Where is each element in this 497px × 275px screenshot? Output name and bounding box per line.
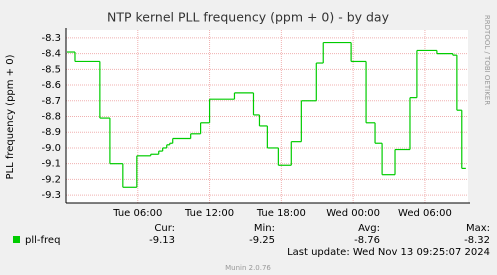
last-update: Last update: Wed Nov 13 09:25:07 2024 <box>287 247 490 258</box>
y-tick-label: -8.6 <box>41 80 61 91</box>
x-tick-label: Wed 06:00 <box>398 208 452 219</box>
y-tick-label: -9.3 <box>41 190 61 201</box>
x-tick-label: Tue 18:00 <box>256 208 306 219</box>
grid <box>66 30 468 203</box>
summary-header: Avg: <box>358 223 380 234</box>
y-tick-label: -9.2 <box>41 174 61 185</box>
y-tick-label: -8.7 <box>41 96 61 107</box>
summary-value: -9.13 <box>149 235 175 246</box>
x-tick-label: Tue 12:00 <box>184 208 234 219</box>
y-tick-label: -8.9 <box>41 127 61 138</box>
y-tick-label: -8.3 <box>41 33 61 44</box>
marks <box>66 41 466 188</box>
y-axis-label: PLL frequency (ppm + 0) <box>5 54 16 179</box>
y-tick-label: -9.1 <box>41 159 61 170</box>
summary-header: Cur: <box>154 223 175 234</box>
summary-value: -8.32 <box>464 235 490 246</box>
summary-value: -9.25 <box>249 235 275 246</box>
summary-header: Max: <box>466 223 490 234</box>
summary-header: Min: <box>254 223 275 234</box>
y-tick-label: -8.8 <box>41 112 61 123</box>
x-tick-label: Wed 00:00 <box>326 208 380 219</box>
legend-label: pll-freq <box>25 235 60 246</box>
y-tick-label: -8.5 <box>41 64 61 75</box>
summary-value: -8.76 <box>354 235 380 246</box>
chart-title: NTP kernel PLL frequency (ppm + 0) - by … <box>107 10 390 25</box>
x-tick-label: Tue 06:00 <box>112 208 162 219</box>
y-tick-label: -8.4 <box>41 49 61 60</box>
side-text: RRDTOOL / TOBI OETIKER <box>483 15 491 105</box>
footer: Munin 2.0.76 <box>225 264 271 272</box>
y-tick-label: -9.0 <box>41 143 61 154</box>
legend-swatch <box>13 236 20 243</box>
